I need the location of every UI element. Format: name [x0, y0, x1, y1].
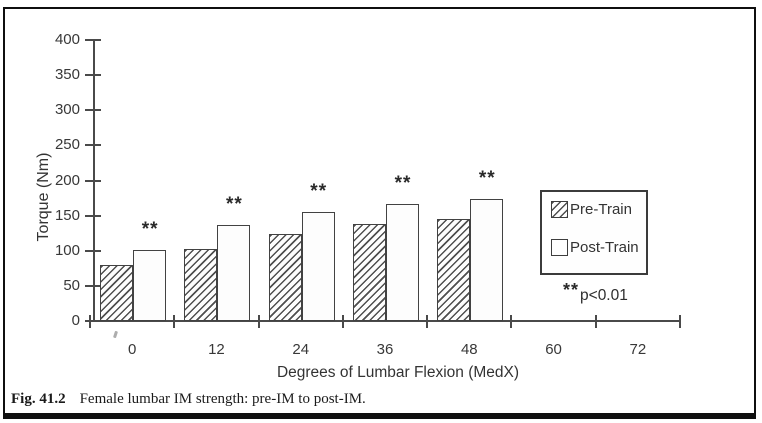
y-tick-label-50: 50: [63, 276, 80, 294]
y-tick-label-400: 400: [54, 31, 80, 48]
y-tick-150: [85, 214, 101, 217]
x-tick-label-0: 0: [127, 341, 137, 358]
bar-post-train-24: [301, 212, 335, 321]
x-axis-line: [87, 320, 681, 322]
bar-post-train-0: [133, 250, 167, 321]
bar-pre-train-48: [437, 219, 471, 321]
y-tick-label-0: 0: [71, 312, 80, 329]
legend-label-post-train: Post-Train: [570, 239, 639, 256]
y-tick-label-300: 300: [54, 101, 80, 119]
y-axis-title: Torque (Nm): [35, 152, 52, 242]
bar-post-train-12: [217, 225, 251, 321]
bar-pre-train-24: [268, 233, 302, 321]
y-tick-label-250: 250: [54, 136, 80, 154]
x-axis-title: Degrees of Lumbar Flexion (MedX): [276, 364, 520, 381]
sig-marker-48: **: [478, 168, 496, 190]
x-tick-1: [173, 315, 176, 328]
y-tick-200: [85, 179, 101, 182]
y-tick-label-100: 100: [54, 241, 80, 259]
x-tick-2: [257, 315, 260, 328]
y-tick-300: [85, 109, 101, 112]
legend-label-pre-train: Pre-Train: [570, 201, 632, 218]
bar-pre-train-12: [184, 248, 218, 321]
y-tick-100: [85, 249, 101, 252]
sig-marker-0: **: [141, 219, 159, 241]
x-tick-label-36: 36: [376, 341, 394, 358]
y-tick-0: [85, 320, 101, 322]
bar-pre-train-36: [353, 224, 386, 321]
pre-train-hatched-swatch-icon: [551, 201, 568, 218]
x-tick-7: [679, 315, 681, 328]
y-tick-350: [85, 74, 101, 77]
y-tick-label-150: 150: [54, 206, 80, 224]
chart-legend: Pre-Train Post-Train: [540, 190, 648, 275]
x-tick-3: [341, 315, 344, 328]
post-train-open-swatch-icon: [551, 239, 568, 256]
sig-marker-12: **: [226, 194, 243, 216]
sig-marker-24: **: [310, 181, 328, 203]
y-tick-label-350: 350: [54, 66, 80, 84]
figure-caption: Fig. 41.2 Female lumbar IM strength: pre-…: [11, 391, 731, 408]
bar-pre-train-0: [100, 264, 134, 321]
x-tick-4: [426, 315, 429, 328]
x-tick-0: [89, 315, 91, 328]
y-tick-50: [85, 284, 101, 287]
x-tick-label-12: 12: [208, 341, 225, 358]
x-tick-label-48: 48: [460, 341, 478, 358]
significance-threshold: p<0.01: [580, 287, 628, 304]
sig-marker-36: **: [394, 172, 412, 194]
legend-item-pre-train: Pre-Train: [551, 201, 632, 218]
y-tick-label-200: 200: [54, 171, 80, 189]
x-tick-6: [594, 315, 597, 328]
significance-note: ** p<0.01: [563, 281, 628, 305]
figure-caption-text: Female lumbar IM strength: pre-IM to pos…: [79, 391, 366, 407]
x-tick-label-24: 24: [292, 341, 310, 358]
x-tick-label-72: 72: [629, 341, 647, 358]
x-tick-5: [510, 315, 513, 328]
x-tick-label-60: 60: [545, 341, 562, 358]
bar-post-train-36: [386, 203, 419, 321]
figure-caption-number: Fig. 41.2: [11, 391, 66, 407]
significance-asterisks: **: [563, 280, 580, 300]
bar-post-train-48: [470, 199, 504, 321]
y-tick-400: [85, 39, 101, 41]
y-tick-250: [85, 144, 101, 147]
legend-item-post-train: Post-Train: [551, 239, 639, 256]
